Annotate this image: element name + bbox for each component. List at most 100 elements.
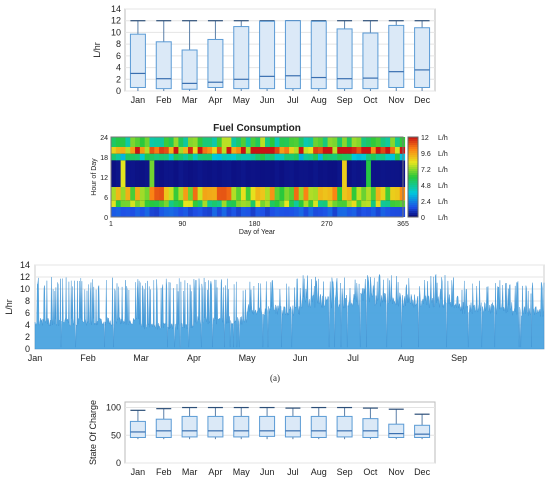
heatmap-cell bbox=[159, 160, 165, 187]
colorbar-segment bbox=[408, 159, 418, 162]
heatmap-cell bbox=[361, 207, 367, 217]
heatmap-cell bbox=[269, 153, 276, 161]
heatmap-cell bbox=[245, 187, 252, 201]
heatmap-cell bbox=[370, 207, 377, 217]
colorbar-tick: 12 bbox=[421, 135, 429, 142]
heatmap-cell bbox=[303, 207, 309, 217]
heatmap-cell bbox=[322, 160, 329, 187]
heatmap-cell bbox=[226, 147, 232, 154]
heatmap-cell bbox=[168, 200, 175, 207]
heatmap-cell bbox=[178, 153, 184, 161]
heatmap-cell bbox=[370, 153, 377, 161]
heatmap-cell bbox=[144, 187, 151, 201]
fuel-consumption-heatmap: Fuel Consumption 0 6 12 18 24 1 90 180 270 365 Day … bbox=[91, 123, 448, 236]
heatmap-x-tick: 1 bbox=[109, 221, 113, 228]
heatmap-cell bbox=[269, 137, 276, 147]
heatmap-cell bbox=[202, 147, 208, 154]
heatmap-cell bbox=[346, 160, 353, 187]
heatmap-cell bbox=[236, 207, 242, 217]
x-tick-label: May bbox=[233, 467, 251, 477]
heatmap-cell bbox=[236, 187, 242, 201]
heatmap-cell bbox=[231, 200, 237, 207]
colorbar-segment bbox=[408, 215, 418, 218]
heatmap-cell bbox=[120, 200, 126, 207]
heatmap-cell bbox=[236, 137, 242, 147]
heatmap-cell bbox=[125, 137, 131, 147]
colorbar-segment bbox=[408, 149, 418, 152]
heatmap-cell bbox=[139, 187, 146, 201]
heatmap-cell bbox=[337, 200, 343, 207]
heatmap-cell bbox=[289, 160, 295, 187]
heatmap-cell bbox=[250, 160, 256, 187]
colorbar-segment bbox=[408, 213, 418, 216]
heatmap-cell bbox=[188, 153, 194, 161]
heatmap-cell bbox=[380, 207, 386, 217]
heatmap-cell bbox=[130, 160, 136, 187]
colorbar-segment bbox=[408, 145, 418, 148]
x-tick-label: Oct bbox=[363, 95, 378, 105]
heatmap-cell bbox=[111, 137, 117, 147]
heatmap-cell bbox=[375, 137, 382, 147]
heatmap-cell bbox=[399, 187, 406, 201]
colorbar-segment bbox=[408, 175, 418, 178]
heatmap-cell bbox=[240, 160, 247, 187]
heatmap-cell bbox=[231, 147, 237, 154]
colorbar-segment bbox=[408, 205, 418, 208]
heatmap-cell bbox=[120, 137, 126, 147]
box-nov bbox=[388, 24, 405, 88]
heatmap-cell bbox=[308, 147, 314, 154]
heatmap-cell bbox=[327, 147, 333, 154]
heatmap-cell bbox=[255, 153, 261, 161]
heatmap-cell bbox=[202, 187, 208, 201]
heatmap-cell bbox=[168, 147, 175, 154]
heatmap-cell bbox=[298, 137, 305, 147]
heatmap-cell bbox=[361, 160, 367, 187]
heatmap-cell bbox=[284, 147, 290, 154]
colorbar-segment bbox=[408, 185, 418, 188]
colorbar-segment bbox=[408, 191, 418, 194]
heatmap-cell bbox=[342, 207, 348, 217]
heatmap-cell bbox=[111, 200, 117, 207]
heatmap-cell bbox=[332, 200, 338, 207]
x-tick-label: Jul bbox=[347, 353, 359, 363]
heatmap-cell bbox=[163, 200, 170, 207]
heatmap-cell bbox=[346, 207, 353, 217]
heatmap-cell bbox=[380, 153, 386, 161]
heatmap-cell bbox=[313, 137, 319, 147]
y-tick-label: 10 bbox=[111, 27, 121, 37]
heatmap-cell bbox=[337, 207, 343, 217]
heatmap-cell bbox=[293, 147, 300, 154]
heatmap-cell bbox=[183, 187, 189, 201]
box-jun bbox=[259, 20, 276, 90]
heatmap-cell bbox=[130, 200, 136, 207]
heatmap-cell bbox=[149, 187, 155, 201]
heatmap-cell bbox=[192, 187, 199, 201]
heatmap-cell bbox=[327, 207, 333, 217]
heatmap-cell bbox=[231, 137, 237, 147]
heatmap-cell bbox=[351, 147, 357, 154]
heatmap-cell bbox=[356, 200, 362, 207]
colorbar-segment bbox=[408, 179, 418, 182]
heatmap-cell bbox=[322, 147, 329, 154]
y-tick-label: 12 bbox=[20, 272, 30, 282]
box-may bbox=[233, 26, 250, 90]
heatmap-cell bbox=[255, 207, 261, 217]
heatmap-cell bbox=[135, 153, 141, 161]
heatmap-cell bbox=[351, 200, 357, 207]
heatmap-cell bbox=[130, 153, 136, 161]
heatmap-cell bbox=[192, 153, 199, 161]
heatmap-cell bbox=[385, 207, 391, 217]
heatmap-cell bbox=[125, 207, 131, 217]
heatmap-cell bbox=[390, 153, 396, 161]
heatmap-cell bbox=[313, 187, 319, 201]
heatmap-cell bbox=[346, 200, 353, 207]
heatmap-cell bbox=[111, 207, 117, 217]
heatmap-cell bbox=[130, 187, 136, 201]
heatmap-cell bbox=[390, 160, 396, 187]
heatmap-cell bbox=[370, 137, 377, 147]
heatmap-cell bbox=[399, 137, 406, 147]
heatmap-cell bbox=[394, 187, 401, 201]
heatmap-cell bbox=[154, 207, 160, 217]
